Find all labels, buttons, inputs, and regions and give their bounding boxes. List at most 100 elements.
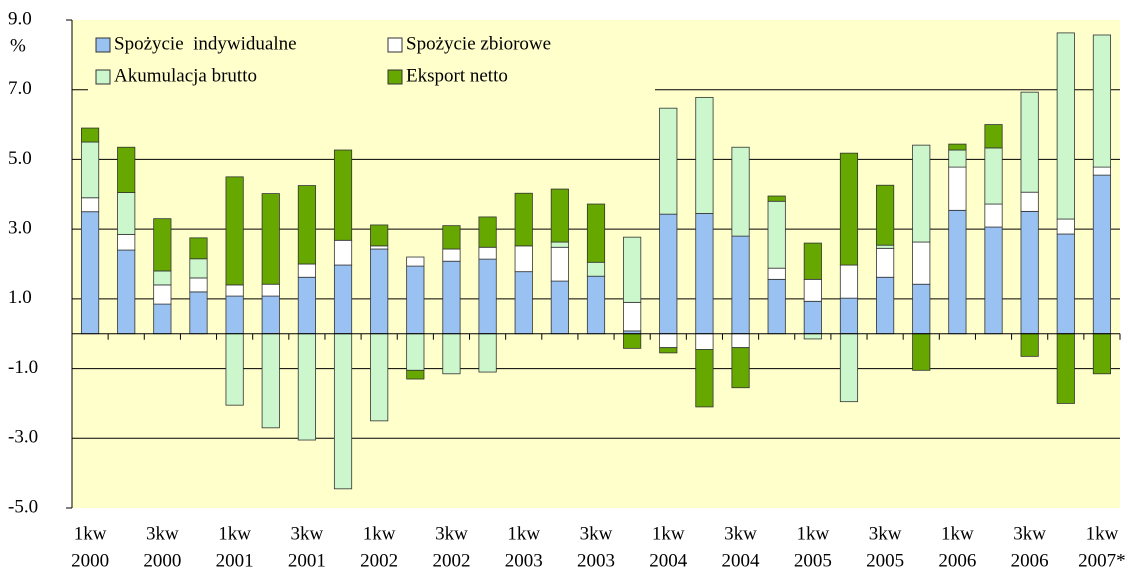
- bar-segment: [1020, 333, 1039, 357]
- bar-segment: [514, 271, 533, 335]
- x-tick-label: 2004: [649, 550, 688, 571]
- bar-segment: [153, 270, 172, 286]
- bar-segment: [1056, 233, 1075, 335]
- bar-segment: [695, 348, 714, 408]
- bar-segment: [442, 248, 461, 262]
- y-tick-label: 1.0: [8, 287, 32, 308]
- bar-segment: [333, 239, 353, 266]
- bar-segment: [478, 333, 497, 373]
- bar-segment: [1056, 333, 1075, 404]
- bar-segment: [912, 241, 931, 285]
- bar-segment: [117, 233, 136, 251]
- bar-segment: [261, 333, 280, 429]
- x-tick-label: 1kw: [218, 523, 251, 544]
- x-tick-label: 2002: [432, 550, 470, 571]
- bar-segment: [984, 203, 1003, 228]
- bar-segment: [550, 246, 569, 282]
- bar-segment: [803, 300, 822, 335]
- bar-segment: [659, 347, 678, 354]
- bar-segment: [912, 144, 931, 243]
- x-tick-label: 3kw: [435, 523, 468, 544]
- bar-segment: [1092, 34, 1112, 168]
- x-tick-label: 2007*: [1078, 550, 1126, 571]
- y-tick-label: -1.0: [8, 357, 38, 378]
- bar-segment: [839, 152, 859, 266]
- bar-segment: [225, 284, 244, 297]
- x-tick-label: 1kw: [363, 523, 396, 544]
- bar-segment: [876, 184, 895, 246]
- bar-segment: [225, 176, 244, 286]
- bar-segment: [189, 291, 208, 335]
- bar-segment: [948, 143, 967, 151]
- bar-segment: [1092, 174, 1112, 335]
- bar-segment: [225, 333, 244, 406]
- bar-segment: [876, 276, 895, 335]
- bar-segment: [839, 264, 859, 299]
- x-tick-label: 3kw: [869, 523, 902, 544]
- bar-segment: [117, 192, 136, 235]
- bar-segment: [153, 303, 172, 335]
- x-tick-label: 1kw: [796, 523, 829, 544]
- x-tick-label: 1kw: [507, 523, 540, 544]
- bar-segment: [297, 276, 316, 335]
- bar-segment: [803, 278, 822, 302]
- bar-segment: [333, 149, 353, 241]
- bar-segment: [370, 224, 389, 247]
- bar-segment: [1092, 166, 1112, 176]
- y-tick-label: -3.0: [8, 427, 38, 448]
- bar-segment: [1056, 218, 1075, 235]
- legend-swatch: [95, 37, 111, 53]
- bar-segment: [550, 188, 569, 243]
- bar-segment: [442, 333, 461, 375]
- bar-segment: [370, 245, 389, 250]
- bar-segment: [1020, 210, 1039, 335]
- x-tick-label: 2000: [143, 550, 181, 571]
- bar-segment: [80, 141, 100, 199]
- y-tick-label: -5.0: [8, 496, 38, 517]
- x-tick-label: 2004: [722, 550, 761, 571]
- bar-segment: [803, 333, 822, 340]
- bar-segment: [623, 236, 642, 303]
- bar-segment: [442, 260, 461, 335]
- y-tick-label: 9.0: [8, 8, 32, 29]
- bar-segment: [442, 225, 461, 250]
- x-tick-label: 1kw: [652, 523, 685, 544]
- bar-segment: [1092, 333, 1112, 375]
- x-tick-label: 2003: [577, 550, 615, 571]
- bar-segment: [767, 267, 786, 280]
- legend-swatch: [387, 37, 403, 53]
- bar-segment: [876, 247, 895, 278]
- bar-segment: [478, 246, 497, 260]
- bar-segment: [695, 333, 714, 350]
- bar-segment: [839, 333, 859, 403]
- x-tick-label: 2005: [794, 550, 832, 571]
- x-tick-label: 1kw: [1086, 523, 1119, 544]
- x-tick-label: 1kw: [74, 523, 107, 544]
- bar-segment: [80, 211, 100, 335]
- x-tick-label: 2003: [505, 550, 543, 571]
- bar-segment: [80, 197, 100, 213]
- x-tick-label: 3kw: [146, 523, 179, 544]
- bar-segment: [370, 248, 389, 335]
- bar-segment: [80, 127, 100, 143]
- bar-segment: [297, 333, 316, 441]
- bar-segment: [550, 241, 569, 248]
- x-tick-label: 2002: [360, 550, 398, 571]
- x-tick-label: 2001: [288, 550, 326, 571]
- bar-segment: [550, 280, 569, 335]
- bar-segment: [1020, 191, 1039, 212]
- bar-segment: [406, 333, 425, 371]
- legend-swatch: [95, 69, 111, 85]
- legend-label: Spożycie indywidualne: [114, 33, 297, 54]
- bar-segment: [912, 333, 931, 371]
- bar-segment: [117, 146, 136, 193]
- bar-segment: [659, 213, 678, 335]
- bar-segment: [225, 295, 244, 335]
- x-tick-label: 3kw: [291, 523, 324, 544]
- bar-segment: [659, 107, 678, 215]
- x-tick-label: 2001: [216, 550, 254, 571]
- bar-segment: [297, 263, 316, 278]
- legend-label: Eksport netto: [406, 65, 508, 86]
- bar-segment: [767, 278, 786, 335]
